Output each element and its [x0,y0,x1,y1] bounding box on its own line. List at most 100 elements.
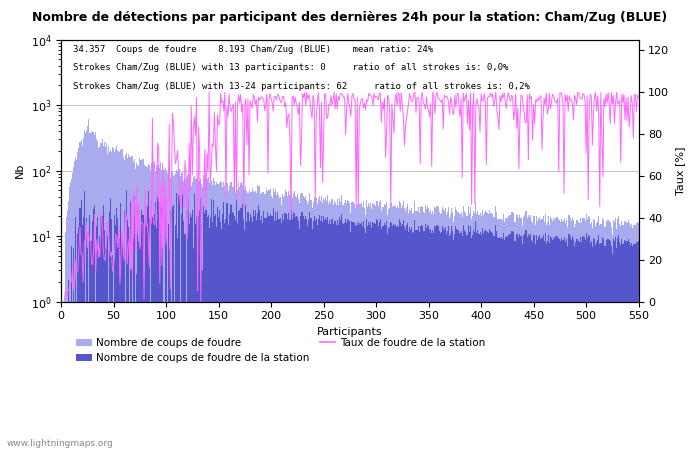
Bar [256,220,257,450]
Bar [412,233,414,450]
Bar [491,213,492,450]
Bar [364,228,365,450]
Bar [298,221,299,450]
Bar [344,223,345,450]
Bar [261,216,262,450]
Bar [102,139,103,450]
Bar [544,222,545,450]
Bar [217,184,218,450]
Bar [590,224,591,450]
Bar [479,215,480,450]
Bar [169,171,170,450]
Bar [314,197,315,450]
Bar [171,174,172,450]
Bar [515,241,517,450]
Bar [144,270,145,450]
Bar [506,217,507,450]
Bar [303,196,304,450]
Bar [274,192,275,450]
Bar [636,242,637,450]
Bar [120,150,122,450]
Bar [524,234,525,450]
Bar [519,215,521,450]
Bar [238,211,239,450]
Bar [587,219,588,450]
Bar [572,236,573,450]
Bar [596,242,597,450]
Bar [302,212,303,450]
Bar [389,227,391,450]
Bar [542,216,544,450]
Bar [630,226,631,450]
Bar [281,205,282,450]
Bar [279,219,280,450]
Bar [586,233,587,450]
Bar [575,224,576,450]
Bar [589,217,590,450]
Bar [393,205,395,450]
Bar [444,211,445,450]
Bar [199,210,200,450]
Bar [588,216,589,450]
Bar [254,192,255,450]
Bar [193,248,194,450]
Bar [155,202,156,450]
Bar [262,192,263,450]
Bar [533,234,534,450]
Bar [382,226,383,450]
Bar [425,224,426,450]
Bar [429,230,430,450]
Bar [90,239,91,450]
Bar [605,246,606,450]
Bar [494,217,496,450]
Bar [612,254,613,450]
Bar [216,182,217,450]
Bar [290,190,292,450]
Bar [553,237,554,450]
Bar [181,173,183,450]
Bar [589,236,590,450]
Bar [323,216,324,450]
Bar [149,218,150,450]
Bar [565,223,566,450]
Bar [91,131,92,450]
Bar [598,235,599,450]
Bar [255,210,256,450]
Bar [118,230,120,450]
Bar [601,243,603,450]
Bar [208,215,209,450]
Bar [265,218,267,450]
Bar [561,238,563,450]
Bar [572,217,573,450]
Bar [296,197,297,450]
Bar [355,226,356,450]
Bar [456,211,458,450]
Bar [509,215,510,450]
Bar [489,229,490,450]
Bar [197,178,198,450]
Bar [366,200,368,450]
Bar [530,215,531,450]
Bar [302,193,303,450]
Bar [624,221,626,450]
Bar [387,234,388,450]
Bar [431,214,433,450]
Bar [403,220,404,450]
Bar [538,238,540,450]
Bar [564,237,565,450]
Bar [531,240,532,450]
Bar [217,207,218,450]
Bar [212,185,213,450]
Bar [154,161,155,450]
Bar [464,211,465,450]
Bar [469,213,470,450]
Bar [304,198,305,450]
Bar [525,230,526,450]
Bar [270,189,271,450]
Bar [467,216,468,450]
Bar [345,219,346,450]
Bar [88,119,89,450]
Bar [416,212,418,450]
Bar [271,216,272,450]
Bar [276,195,277,450]
